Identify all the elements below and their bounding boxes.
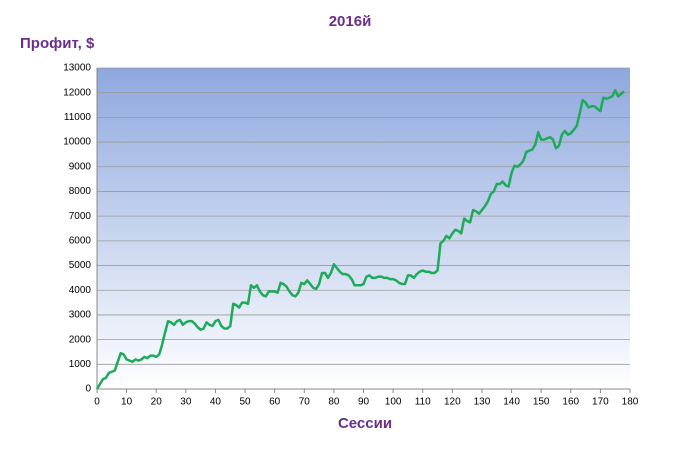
x-tick-label: 0	[94, 397, 100, 408]
y-tick-label: 7000	[69, 211, 92, 222]
y-tick-label: 12000	[63, 87, 91, 98]
y-tick-label: 1000	[69, 359, 92, 370]
y-tick-label: 8000	[69, 186, 92, 197]
profit-line	[95, 88, 625, 390]
y-tick-label: 10000	[63, 137, 91, 148]
plot-area	[97, 68, 630, 389]
y-tick-label: 9000	[69, 161, 92, 172]
x-axis-label: Сессии	[338, 415, 392, 432]
x-tick-label: 60	[269, 397, 281, 408]
x-tick-label: 160	[562, 397, 579, 408]
x-tick-label: 80	[328, 397, 340, 408]
x-tick-label: 130	[474, 397, 491, 408]
x-tick-label: 170	[592, 397, 609, 408]
y-tick-label: 13000	[63, 63, 91, 74]
y-axis-label: Профит, $	[20, 35, 95, 52]
chart-title: 2016й	[329, 13, 372, 30]
x-tick-label: 70	[299, 397, 311, 408]
x-tick-label: 180	[622, 397, 639, 408]
y-tick-label: 6000	[69, 235, 92, 246]
x-tick-label: 30	[180, 397, 192, 408]
x-tick-label: 120	[444, 397, 461, 408]
y-tick-label: 0	[85, 384, 91, 395]
x-tick-label: 140	[503, 397, 520, 408]
x-tick-label: 110	[415, 397, 431, 408]
x-tick-label: 20	[151, 397, 163, 408]
x-tick-label: 90	[358, 397, 370, 408]
x-tick-label: 150	[533, 397, 550, 408]
y-tick-label: 5000	[69, 260, 92, 271]
x-tick-label: 40	[210, 397, 222, 408]
y-tick-label: 4000	[69, 285, 92, 296]
y-tick-label: 11000	[64, 112, 92, 123]
y-tick-label: 2000	[69, 334, 92, 345]
x-tick-label: 100	[385, 397, 402, 408]
x-tick-label: 50	[239, 397, 251, 408]
x-tick-label: 10	[121, 397, 133, 408]
y-tick-label: 3000	[69, 310, 92, 321]
